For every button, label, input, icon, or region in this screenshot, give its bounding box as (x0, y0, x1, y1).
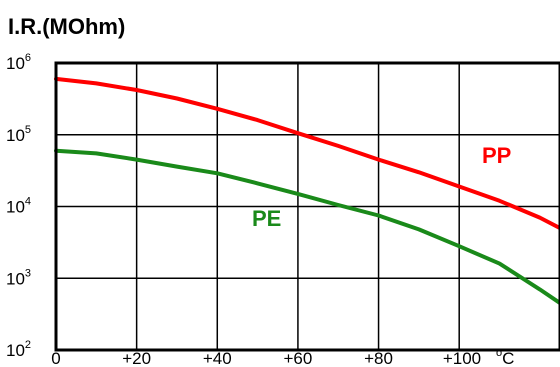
y-tick-label: 104 (6, 196, 31, 217)
plot-frame (54, 61, 560, 352)
series-label-pe: PE (252, 206, 281, 231)
x-tick-label: +80 (364, 349, 393, 367)
y-tick-label: 103 (6, 267, 31, 288)
x-axis-unit: oC (496, 347, 514, 367)
grid (56, 63, 560, 350)
series-line-pe (54, 148, 560, 306)
series-lines (54, 76, 560, 306)
x-tick-label: +60 (283, 349, 312, 367)
y-tick-label: 105 (6, 124, 31, 145)
y-axis-title: I.R.(MOhm) (8, 14, 125, 39)
x-tick-label: +100 (443, 349, 481, 367)
y-tick-label: 102 (6, 339, 31, 360)
series-label-pp: PP (482, 143, 511, 168)
x-tick-label: 0 (51, 349, 60, 367)
series-line-pp (54, 76, 560, 231)
y-tick-labels: 102 103 104 105 106 (6, 52, 31, 360)
x-tick-labels: 0 +20 +40 +60 +80 +100 oC (51, 347, 514, 367)
x-tick-label: +40 (203, 349, 232, 367)
x-tick-label: +20 (122, 349, 151, 367)
y-tick-label: 106 (6, 52, 31, 73)
